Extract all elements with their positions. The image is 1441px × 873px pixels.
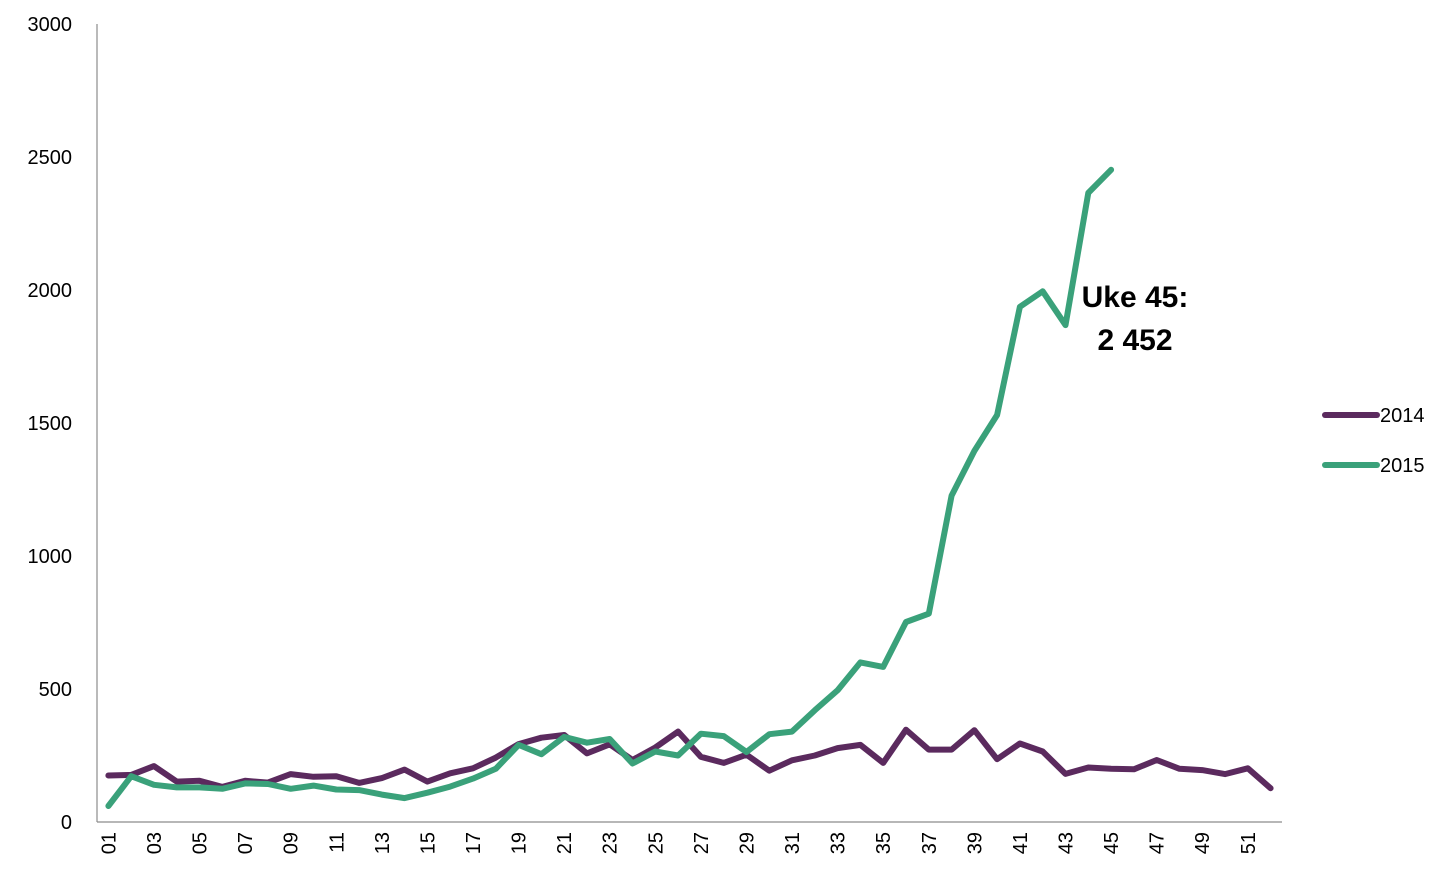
legend-label-2014: 2014 [1380, 405, 1425, 427]
x-tick-label: 27 [691, 832, 713, 854]
x-tick-label: 41 [1010, 832, 1032, 854]
series-line-2015 [105, 166, 1115, 809]
x-tick-label: 37 [919, 832, 941, 854]
x-tick-label: 23 [600, 832, 622, 854]
y-tick-label: 3000 [28, 14, 73, 36]
annotations: Uke 45: 2 452 [1082, 281, 1189, 357]
x-tick-label: 13 [372, 832, 394, 854]
x-tick-label: 17 [463, 832, 485, 854]
x-tick-label: 01 [98, 832, 120, 854]
x-tick-label: 43 [1056, 832, 1078, 854]
annotation-line1: Uke 45: [1082, 281, 1189, 314]
y-axis-ticks: 0 500 1000 1500 2000 2500 3000 [28, 14, 73, 834]
x-axis-ticks: 01 03 05 07 09 11 13 15 17 19 21 23 25 27 29 31 33 35 37 39… [98, 832, 1259, 854]
x-tick-label: 25 [645, 832, 667, 854]
y-tick-label: 2500 [28, 147, 73, 169]
legend-label-2015: 2015 [1380, 455, 1425, 477]
y-tick-label: 0 [61, 812, 72, 834]
y-tick-label: 2000 [28, 280, 73, 302]
x-tick-label: 45 [1101, 832, 1123, 854]
x-tick-label: 35 [873, 832, 895, 854]
x-tick-label: 07 [235, 832, 257, 854]
series-line-2014 [105, 726, 1274, 792]
x-tick-label: 47 [1147, 832, 1169, 854]
y-tick-label: 500 [39, 679, 72, 701]
legend: 2014 2015 [1322, 405, 1425, 477]
x-tick-label: 11 [326, 832, 348, 853]
x-tick-label: 29 [736, 832, 758, 854]
y-tick-label: 1500 [28, 413, 73, 435]
x-tick-label: 49 [1192, 832, 1214, 854]
x-tick-label: 39 [964, 832, 986, 854]
annotation-line2: 2 452 [1097, 324, 1172, 357]
x-tick-label: 19 [509, 832, 531, 854]
x-tick-label: 21 [554, 832, 576, 854]
x-tick-label: 51 [1238, 832, 1260, 854]
x-tick-label: 05 [190, 832, 212, 854]
x-tick-label: 09 [281, 832, 303, 854]
x-tick-label: 03 [144, 832, 166, 854]
x-tick-label: 31 [782, 832, 804, 854]
x-tick-label: 15 [417, 832, 439, 854]
x-tick-label: 33 [828, 832, 850, 854]
y-tick-label: 1000 [28, 546, 73, 568]
series-layer [105, 166, 1274, 809]
